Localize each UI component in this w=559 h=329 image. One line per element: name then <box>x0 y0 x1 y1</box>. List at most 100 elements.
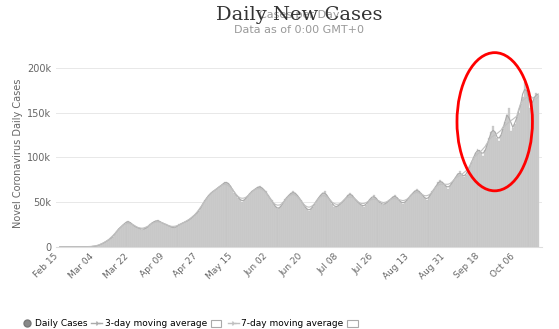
Bar <box>174 227 177 247</box>
Bar <box>217 187 220 247</box>
Bar <box>492 126 494 247</box>
Bar <box>361 206 363 247</box>
Bar <box>518 113 520 247</box>
Bar <box>345 198 347 247</box>
Bar <box>243 200 245 247</box>
Bar <box>124 223 126 247</box>
Bar <box>514 123 516 247</box>
Bar <box>186 221 188 247</box>
Text: Cases per Day
Data as of 0:00 GMT+0: Cases per Day Data as of 0:00 GMT+0 <box>234 10 364 35</box>
Bar <box>406 200 408 247</box>
Bar <box>385 204 386 247</box>
Bar <box>398 200 400 247</box>
Bar <box>92 246 94 247</box>
Bar <box>447 189 449 247</box>
Bar <box>304 207 306 247</box>
Bar <box>329 200 331 247</box>
Bar <box>486 144 489 247</box>
Bar <box>321 193 324 247</box>
Bar <box>290 193 292 247</box>
Bar <box>285 199 286 247</box>
Bar <box>472 158 475 247</box>
Bar <box>369 199 371 247</box>
Bar <box>170 227 173 247</box>
Bar <box>449 186 451 247</box>
Bar <box>320 195 321 247</box>
Bar <box>439 180 441 247</box>
Bar <box>269 198 271 247</box>
Bar <box>249 193 251 247</box>
Bar <box>318 198 320 247</box>
Bar <box>468 166 471 247</box>
Bar <box>396 198 398 247</box>
Bar <box>502 129 504 247</box>
Bar <box>482 156 485 247</box>
Bar <box>265 191 267 247</box>
Bar <box>298 198 300 247</box>
Bar <box>382 205 385 247</box>
Bar <box>116 231 118 247</box>
Bar <box>184 222 186 247</box>
Bar <box>416 189 418 247</box>
Bar <box>402 204 404 247</box>
Bar <box>325 195 328 247</box>
Bar <box>108 240 110 247</box>
Bar <box>282 202 285 247</box>
Bar <box>445 186 447 247</box>
Bar <box>286 197 288 247</box>
Bar <box>418 191 420 247</box>
Bar <box>494 133 496 247</box>
Bar <box>96 246 98 247</box>
Bar <box>428 198 429 247</box>
Bar <box>378 202 381 247</box>
Bar <box>173 228 174 247</box>
Bar <box>113 234 116 247</box>
Bar <box>461 175 463 247</box>
Bar <box>135 227 138 247</box>
Bar <box>220 186 221 247</box>
Bar <box>377 200 378 247</box>
Bar <box>421 195 424 247</box>
Bar <box>225 182 228 247</box>
Bar <box>231 189 233 247</box>
Bar <box>432 191 433 247</box>
Bar <box>363 207 365 247</box>
Bar <box>408 198 410 247</box>
Bar <box>104 242 106 247</box>
Bar <box>196 213 198 247</box>
Bar <box>126 222 127 247</box>
Bar <box>208 195 210 247</box>
Bar <box>381 204 382 247</box>
Bar <box>459 171 461 247</box>
Bar <box>412 193 414 247</box>
Bar <box>489 138 490 247</box>
Bar <box>420 193 421 247</box>
Bar <box>255 189 257 247</box>
Bar <box>127 221 130 247</box>
Bar <box>433 189 435 247</box>
Bar <box>177 226 178 247</box>
Bar <box>316 200 318 247</box>
Bar <box>296 195 298 247</box>
Bar <box>157 220 159 247</box>
Bar <box>138 228 139 247</box>
Bar <box>429 195 432 247</box>
Bar <box>251 191 253 247</box>
Bar <box>328 198 329 247</box>
Bar <box>202 204 204 247</box>
Bar <box>465 175 467 247</box>
Bar <box>312 207 314 247</box>
Bar <box>235 195 237 247</box>
Bar <box>310 209 312 247</box>
Bar <box>314 204 316 247</box>
Bar <box>516 117 518 247</box>
Bar <box>271 200 273 247</box>
Bar <box>263 190 265 247</box>
Bar <box>331 204 333 247</box>
Bar <box>161 223 163 247</box>
Bar <box>198 211 200 247</box>
Bar <box>106 241 108 247</box>
Bar <box>281 206 282 247</box>
Bar <box>373 195 375 247</box>
Bar <box>169 226 170 247</box>
